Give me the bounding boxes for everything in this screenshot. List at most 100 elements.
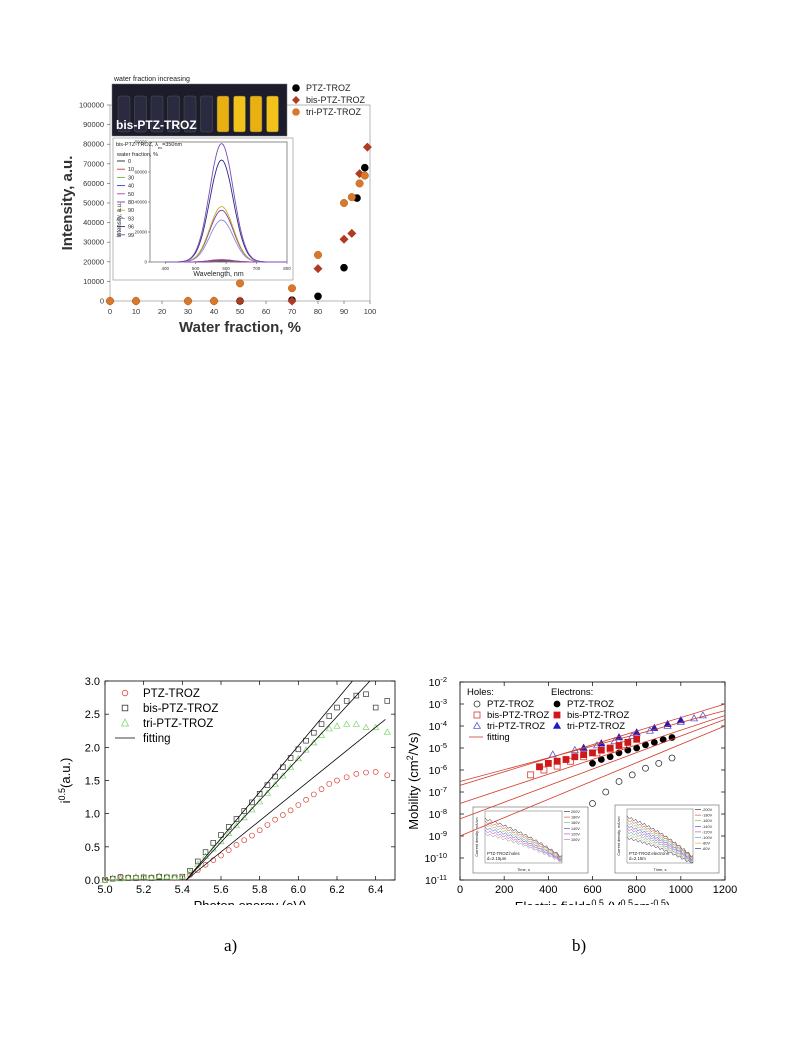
chart1-marks — [105, 142, 372, 306]
y-tick-label: 2.0 — [85, 742, 100, 754]
y-tick-label: 10-11 — [425, 873, 447, 888]
tri-ptz-troz-point — [333, 722, 341, 729]
y-tick-label: 30000 — [83, 238, 104, 247]
inset-legend-label: 140V — [571, 827, 580, 831]
tri-ptz-troz-point — [147, 873, 156, 880]
hole-ptz-troz-point — [615, 778, 623, 785]
electron-bis-ptz-troz-point — [606, 744, 614, 752]
legend-label: tri-PTZ-TROZ — [487, 721, 545, 732]
x-tick-label: 1200 — [713, 884, 737, 896]
legend-label: bis-PTZ-TROZ — [487, 710, 549, 721]
ptz-troz-point — [318, 786, 325, 792]
inset-legend-label: 50 — [128, 192, 134, 198]
tri-ptz-troz-point — [183, 297, 192, 306]
tri-ptz-troz-point — [163, 872, 171, 880]
bis-ptz-troz-point — [287, 296, 297, 306]
x-axis-label: Electric fields0.5 (V0.5cm-0.5) — [515, 898, 670, 905]
legend-holes-title: Holes: — [467, 687, 494, 698]
tri-ptz-troz-point — [256, 798, 264, 805]
tri-ptz-troz-point — [170, 873, 179, 880]
tri-ptz-troz-point — [360, 171, 369, 180]
legend-electrons-title: Electrons: — [551, 687, 593, 698]
legend-marker — [553, 700, 561, 708]
y-tick-label: 10-6 — [429, 763, 447, 778]
inset-plot-frame — [626, 808, 694, 864]
x-tick-label: 5.0 — [97, 884, 112, 896]
x-tick-label: 0 — [457, 884, 463, 896]
y-tick-label: 0 — [100, 297, 104, 306]
hole-ptz-troz-point — [655, 759, 663, 767]
inset-legend-label: -80V — [702, 842, 710, 846]
tri-ptz-troz-point — [310, 738, 318, 746]
y-tick-label: 10-7 — [429, 785, 447, 800]
inset-thickness-label: d=2.15μm — [487, 856, 507, 861]
electron-bis-ptz-troz-point — [633, 735, 641, 743]
legend-marker — [120, 718, 130, 727]
electron-ptz-troz-point — [650, 738, 658, 746]
x-tick-label: 60 — [262, 307, 270, 316]
inset-x-tick-label: 800 — [283, 266, 291, 271]
y-tick-label: 3.0 — [85, 676, 100, 688]
inset-legend-label: 90 — [128, 208, 134, 214]
y-tick-label: 10-5 — [429, 741, 447, 756]
bis-ptz-troz-point — [187, 867, 193, 874]
bis-ptz-troz-point — [311, 729, 317, 736]
x-tick-label: 5.2 — [136, 884, 151, 896]
bis-ptz-troz-point — [202, 849, 209, 855]
y-tick-label: 10-9 — [429, 829, 447, 844]
inset-legend-label: 100V — [571, 838, 580, 842]
chart3-marks — [459, 703, 726, 837]
bis-ptz-troz-point — [287, 755, 294, 761]
ptz-troz-point — [264, 822, 271, 828]
ptz-troz-point — [295, 802, 302, 808]
legend-label: PTZ-TROZ — [567, 699, 614, 710]
aggregation-emission-chart: 0 10 20 30 40 50 60 70 80 90 100010000200003000040… — [59, 76, 376, 336]
tri-ptz-troz-point — [347, 193, 356, 202]
transient-curve — [626, 818, 694, 858]
ptz-troz-point — [241, 837, 248, 844]
x-tick-label: 6.4 — [368, 884, 383, 896]
x-axis-label: Water fraction, % — [179, 319, 301, 336]
legend-marker — [552, 721, 562, 729]
inset-legend-label: 93 — [128, 216, 134, 222]
fitting-line — [185, 719, 386, 881]
inset-x-axis-label: Wavelength, nm — [193, 271, 243, 278]
electron-bis-ptz-troz-point — [553, 757, 561, 765]
hole-bis-ptz-troz-point — [527, 771, 535, 779]
inset-x-tick-label: 600 — [222, 266, 230, 271]
inset-x-tick-label: 700 — [253, 266, 261, 271]
tri-ptz-troz-point — [131, 297, 140, 306]
vial — [233, 95, 246, 133]
bis-ptz-troz-point — [241, 808, 247, 814]
legend-marker — [473, 700, 481, 708]
inset-legend-label: 96 — [128, 225, 134, 231]
ptz-troz-point — [372, 769, 379, 775]
bis-ptz-troz-point — [339, 234, 349, 244]
inset-legend-label: 30 — [128, 175, 134, 181]
transient-curve — [626, 830, 694, 863]
y-tick-label: 20000 — [83, 257, 104, 266]
chart2-axes: 5.0 5.2 5.4 5.6 5.8 6.0 6.2 6.4 0.0 0.5 1.0 1.5 2.0 2… — [57, 676, 396, 905]
tri-ptz-troz-point — [124, 873, 132, 880]
electron-ptz-troz-point — [589, 759, 596, 767]
y-tick-label: 40000 — [83, 218, 104, 227]
ptz-troz-point — [303, 796, 309, 803]
bis-ptz-troz-point — [326, 713, 333, 719]
bis-ptz-troz-point — [295, 746, 302, 753]
x-tick-label: 0 — [108, 307, 112, 316]
inset-spectrum-line — [165, 142, 287, 263]
transient-curve — [626, 815, 694, 857]
x-tick-label: 800 — [627, 884, 645, 896]
tri-ptz-troz-point — [201, 852, 210, 859]
legend-marker — [292, 96, 300, 104]
legend-label: bis-PTZ-TROZ — [567, 710, 629, 721]
tri-ptz-troz-point — [355, 179, 364, 188]
electron-bis-ptz-troz-point — [544, 759, 552, 767]
x-tick-label: 40 — [210, 307, 218, 316]
vial — [200, 95, 213, 133]
inset-x-tick-label: 400 — [161, 266, 169, 271]
inset-legend-label: -100V — [702, 836, 713, 840]
inset-plot-frame — [484, 810, 563, 864]
legend-label: bis-PTZ-TROZ — [306, 95, 365, 105]
vial — [216, 95, 230, 133]
